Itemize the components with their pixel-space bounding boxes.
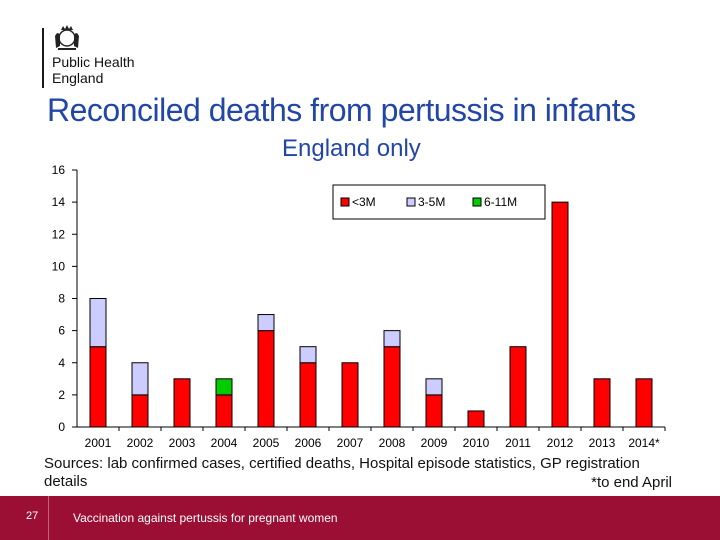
bar-3M-2004	[215, 394, 233, 428]
y-tick-label: 4	[58, 356, 65, 370]
y-tick-label: 6	[58, 324, 65, 338]
x-tick-label: 2005	[253, 436, 280, 450]
bar-3M-2011	[509, 346, 527, 428]
bar-611M-2004	[215, 378, 233, 396]
bar-3M-2006	[299, 362, 317, 428]
bar-3M-2009	[425, 394, 443, 428]
y-tick-label: 16	[52, 163, 66, 177]
x-tick-label: 2001	[85, 436, 112, 450]
bar-3M-2010	[467, 410, 485, 428]
deaths-bar-chart: 0 2 4 6 8 10 12 14 16 2001 2002 2003 2004 2005 2006 200…	[52, 163, 666, 450]
legend-label: 6-11M	[484, 195, 517, 209]
bar-3M-2002	[131, 394, 149, 428]
x-tick-label: 2004	[211, 436, 238, 450]
org-name-line1: Public Health	[52, 54, 135, 70]
y-tick-label: 8	[58, 292, 65, 306]
x-tick-label: 2011	[505, 436, 531, 450]
legend-label: <3M	[352, 195, 376, 209]
bar-3M-2012	[551, 201, 569, 428]
logo-rule	[42, 28, 44, 88]
x-tick-label: 2003	[169, 436, 196, 450]
x-tick-label: 2012	[547, 436, 574, 450]
y-tick-label: 2	[58, 388, 65, 402]
footer-caption: Vaccination against pertussis for pregna…	[73, 511, 338, 525]
footer-divider	[48, 496, 49, 540]
bar-3M-2014	[635, 378, 653, 428]
legend-swatch	[406, 197, 416, 207]
bar-35M-2006	[299, 346, 317, 364]
bar-3M-2003	[173, 378, 191, 428]
bar-35M-2009	[425, 378, 443, 396]
footnote: *to end April	[591, 474, 672, 491]
bar-3M-2005	[257, 330, 275, 428]
royal-crest-icon	[55, 25, 79, 50]
slide-subtitle: England only	[282, 135, 421, 162]
y-tick-label: 14	[52, 195, 66, 209]
org-name-line2: England	[52, 70, 104, 86]
x-tick-label: 2006	[295, 436, 322, 450]
legend-label: 3-5M	[418, 195, 445, 209]
bar-3M-2007	[341, 362, 359, 428]
bar-35M-2001	[89, 298, 107, 348]
bar-35M-2008	[383, 330, 401, 348]
y-tick-label: 12	[52, 227, 66, 241]
phe-logo: Public Health England	[42, 20, 152, 90]
y-tick-label: 10	[52, 259, 66, 273]
x-tick-label: 2007	[337, 436, 364, 450]
footer-bar: 27 Vaccination against pertussis for pre…	[0, 496, 720, 540]
bar-35M-2002	[131, 362, 149, 396]
x-tick-label: 2014*	[628, 436, 660, 450]
bar-3M-2008	[383, 346, 401, 428]
x-tick-label: 2009	[421, 436, 448, 450]
sources-text: Sources: lab confirmed cases, certified …	[44, 455, 640, 490]
legend-box	[332, 184, 546, 220]
bar-3M-2001	[89, 346, 107, 428]
x-tick-label: 2013	[589, 436, 616, 450]
legend-swatch	[472, 197, 482, 207]
x-tick-label: 2010	[463, 436, 490, 450]
page-number: 27	[26, 510, 39, 522]
x-tick-label: 2008	[379, 436, 406, 450]
y-tick-label: 0	[58, 420, 65, 434]
bar-3M-2013	[593, 378, 611, 428]
bar-35M-2005	[257, 314, 275, 332]
slide-title: Reconciled deaths from pertussis in infa…	[47, 92, 636, 128]
legend-swatch	[340, 197, 350, 207]
sources-block: Sources: lab confirmed cases, certified …	[44, 455, 674, 491]
x-tick-label: 2002	[127, 436, 154, 450]
